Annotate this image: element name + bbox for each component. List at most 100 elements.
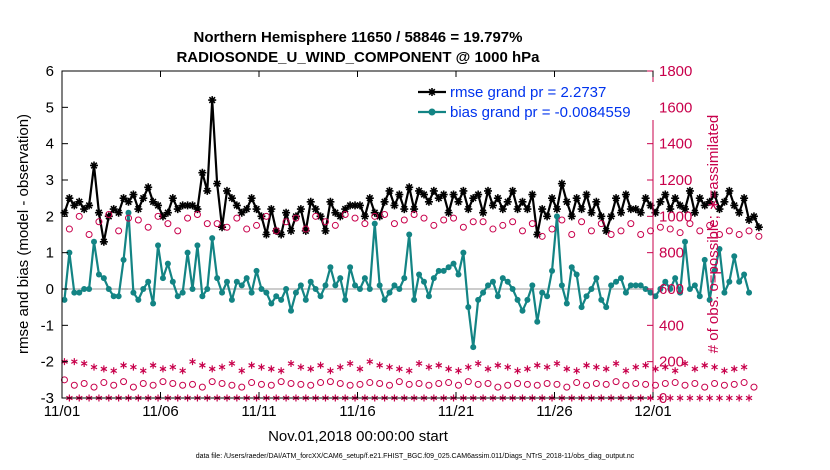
- possible-obs-point: [400, 216, 408, 224]
- possible-obs-point: [100, 379, 108, 387]
- possible-obs-point: [144, 223, 152, 231]
- legend-label: bias grand pr = -0.0084559: [450, 104, 631, 121]
- rmse-point: [666, 205, 675, 214]
- bias-point: [253, 267, 260, 274]
- possible-obs-point: [336, 379, 344, 387]
- rmse-point: [316, 212, 325, 221]
- rmse-point: [616, 208, 625, 217]
- possible-obs-point: [553, 380, 561, 388]
- rmse-point: [562, 197, 571, 206]
- rmse-point: [134, 205, 143, 214]
- bias-point: [406, 231, 413, 238]
- possible-obs-point: [292, 214, 300, 222]
- assimilated-obs-point: [307, 365, 315, 373]
- bias-point: [86, 286, 93, 292]
- assimilated-obs-point: [336, 363, 344, 371]
- rmse-point: [70, 201, 79, 210]
- y-tick-label: 5: [46, 99, 54, 116]
- assimilated-obs-point: [149, 361, 157, 369]
- possible-obs-point: [637, 231, 645, 238]
- rmse-point: [183, 201, 192, 210]
- bias-point: [726, 278, 733, 285]
- bias-point: [71, 289, 78, 296]
- bias-point: [155, 242, 162, 249]
- bias-point: [613, 278, 620, 285]
- bias-point: [361, 275, 368, 282]
- rmse-point: [740, 194, 749, 203]
- bias-point: [593, 275, 600, 282]
- possible-obs-point: [573, 379, 581, 387]
- rmse-point: [301, 226, 310, 235]
- assimilated-obs-point: [681, 359, 689, 367]
- possible-obs-point: [346, 381, 354, 389]
- bias-point: [100, 275, 107, 282]
- bias-point: [332, 282, 339, 289]
- rmse-point: [488, 201, 497, 210]
- bias-point: [219, 289, 226, 296]
- rmse-point: [449, 190, 458, 199]
- assimilated-obs-point: [287, 359, 295, 367]
- assimilated-obs-point: [686, 394, 694, 402]
- possible-obs-point: [706, 221, 714, 229]
- assimilated-obs-point: [208, 365, 216, 373]
- assimilated-obs-point: [405, 367, 413, 375]
- possible-obs-point: [277, 378, 285, 386]
- rmse-point: [533, 230, 542, 239]
- rmse-point: [508, 186, 517, 195]
- rmse-point: [597, 212, 606, 221]
- rmse-point: [434, 194, 443, 203]
- rmse-point: [109, 205, 118, 214]
- assimilated-obs-point: [425, 363, 433, 371]
- assimilated-obs-point: [356, 365, 364, 373]
- possible-obs-point: [257, 380, 265, 388]
- possible-obs-point: [415, 379, 423, 387]
- possible-obs-point: [174, 227, 182, 235]
- assimilated-obs-point: [386, 363, 393, 371]
- possible-obs-point: [597, 220, 605, 228]
- bias-point: [258, 286, 265, 292]
- possible-obs-point: [410, 211, 418, 219]
- assimilated-obs-point: [745, 394, 753, 402]
- bias-point: [622, 289, 629, 296]
- assimilated-obs-point: [346, 359, 354, 367]
- possible-obs-point: [701, 383, 709, 391]
- rmse-point: [65, 194, 74, 203]
- rmse-point: [498, 205, 507, 214]
- rmse-point: [582, 190, 591, 199]
- bias-point: [322, 282, 329, 289]
- rmse-point: [144, 183, 153, 192]
- footnote: data file: /Users/raeder/DAI/ATM_forcXX/…: [196, 453, 635, 460]
- bias-point: [677, 289, 684, 296]
- possible-obs-point: [686, 220, 694, 228]
- rmse-point: [567, 212, 576, 221]
- bias-point: [204, 286, 211, 292]
- rmse-point: [163, 208, 172, 217]
- bias-point: [376, 282, 383, 289]
- rmse-point: [336, 212, 345, 221]
- right-tick-label: 1400: [659, 136, 692, 153]
- rmse-point: [158, 212, 167, 221]
- bias-point: [189, 286, 196, 292]
- assimilated-obs-point: [671, 367, 679, 375]
- rmse-point: [676, 201, 685, 210]
- rmse-point: [730, 201, 739, 210]
- possible-obs-point: [499, 221, 507, 229]
- possible-obs-point: [110, 381, 118, 389]
- possible-obs-point: [203, 220, 211, 228]
- bias-point: [194, 242, 201, 249]
- possible-obs-point: [267, 381, 275, 389]
- right-tick-label: 1600: [659, 99, 692, 116]
- rmse-point: [370, 208, 379, 217]
- possible-obs-point: [307, 381, 315, 389]
- bias-point: [647, 289, 654, 296]
- bias-point: [519, 307, 526, 314]
- rmse-point: [735, 208, 744, 217]
- assimilated-obs-point: [130, 363, 137, 371]
- possible-obs-point: [632, 379, 640, 387]
- rmse-point: [415, 186, 424, 195]
- rmse-point: [365, 194, 374, 203]
- bias-point: [652, 293, 659, 300]
- rmse-point: [705, 197, 714, 206]
- bias-point: [130, 289, 137, 296]
- rmse-point: [528, 190, 537, 199]
